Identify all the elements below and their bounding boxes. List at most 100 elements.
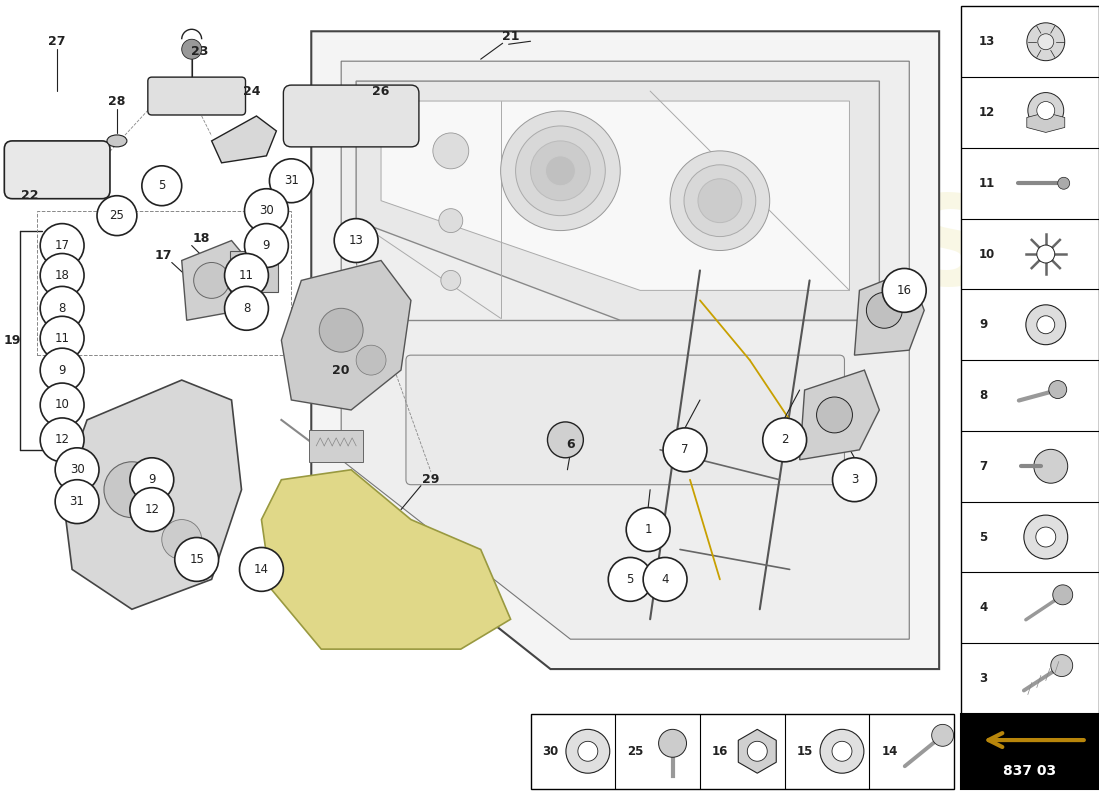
Polygon shape [282, 261, 411, 410]
Circle shape [224, 286, 268, 330]
Circle shape [1037, 34, 1054, 50]
Text: 12: 12 [144, 503, 159, 516]
Circle shape [832, 742, 851, 762]
FancyBboxPatch shape [961, 6, 1099, 714]
Circle shape [1027, 23, 1065, 61]
Circle shape [130, 488, 174, 531]
Circle shape [224, 254, 268, 298]
Circle shape [1034, 450, 1068, 483]
Ellipse shape [107, 135, 126, 147]
Circle shape [1048, 381, 1067, 398]
Text: 10: 10 [55, 398, 69, 411]
Circle shape [142, 166, 182, 206]
Circle shape [882, 269, 926, 312]
Text: 4: 4 [661, 573, 669, 586]
FancyBboxPatch shape [961, 716, 1099, 774]
FancyBboxPatch shape [530, 714, 954, 789]
Circle shape [55, 480, 99, 523]
Text: 2: 2 [781, 434, 789, 446]
Text: 12: 12 [55, 434, 69, 446]
Text: 8: 8 [243, 302, 250, 315]
Text: 13: 13 [349, 234, 364, 247]
Text: 27: 27 [48, 34, 66, 48]
Circle shape [548, 422, 583, 458]
Circle shape [1037, 102, 1055, 119]
Circle shape [244, 224, 288, 267]
Text: 4: 4 [979, 602, 988, 614]
Text: 31: 31 [284, 174, 299, 187]
Text: 22: 22 [22, 190, 38, 202]
Circle shape [41, 348, 84, 392]
FancyBboxPatch shape [309, 430, 363, 462]
Text: 9: 9 [58, 364, 66, 377]
Text: 17: 17 [155, 249, 173, 262]
Circle shape [500, 111, 620, 230]
Circle shape [1053, 585, 1072, 605]
Circle shape [175, 538, 219, 582]
Circle shape [578, 742, 597, 762]
Text: 11: 11 [239, 269, 254, 282]
Circle shape [433, 133, 469, 169]
Circle shape [104, 462, 160, 518]
Circle shape [55, 448, 99, 492]
Text: 5: 5 [627, 573, 634, 586]
Text: 15: 15 [796, 745, 813, 758]
Text: 9: 9 [979, 318, 988, 331]
Text: 7: 7 [681, 443, 689, 456]
Text: 16: 16 [712, 745, 728, 758]
Circle shape [644, 558, 688, 602]
Circle shape [356, 345, 386, 375]
Circle shape [41, 418, 84, 462]
Circle shape [162, 519, 201, 559]
Text: 18: 18 [55, 269, 69, 282]
Circle shape [867, 292, 902, 328]
Circle shape [608, 558, 652, 602]
Text: S: S [904, 190, 994, 311]
Circle shape [659, 730, 686, 758]
Text: 13: 13 [979, 35, 996, 48]
Text: 17: 17 [55, 239, 69, 252]
Circle shape [1036, 527, 1056, 547]
Circle shape [240, 547, 284, 591]
Text: 837 03: 837 03 [1003, 764, 1056, 778]
Circle shape [1037, 316, 1055, 334]
Text: 9: 9 [263, 239, 271, 252]
Circle shape [334, 218, 378, 262]
Circle shape [41, 316, 84, 360]
Circle shape [833, 458, 877, 502]
Circle shape [1058, 178, 1069, 190]
Text: 25: 25 [110, 209, 124, 222]
Text: 10: 10 [979, 247, 996, 261]
Polygon shape [800, 370, 879, 460]
Text: 28: 28 [108, 94, 125, 107]
Circle shape [41, 224, 84, 267]
Text: 25: 25 [627, 745, 644, 758]
Circle shape [821, 730, 864, 773]
Circle shape [663, 428, 707, 472]
Text: 30: 30 [69, 463, 85, 476]
Text: 985: 985 [700, 513, 859, 586]
Circle shape [565, 730, 609, 773]
Polygon shape [855, 270, 924, 355]
Circle shape [41, 286, 84, 330]
Polygon shape [211, 116, 276, 163]
Circle shape [747, 742, 767, 762]
Polygon shape [381, 101, 849, 290]
Circle shape [130, 458, 174, 502]
Polygon shape [311, 31, 939, 669]
Circle shape [41, 383, 84, 427]
Polygon shape [738, 730, 777, 773]
Text: 15: 15 [189, 553, 205, 566]
Circle shape [546, 156, 575, 186]
Text: 21: 21 [502, 30, 519, 42]
Text: 30: 30 [542, 745, 559, 758]
Circle shape [816, 397, 853, 433]
Text: 29: 29 [422, 474, 440, 486]
Text: 11: 11 [979, 177, 996, 190]
Circle shape [441, 270, 461, 290]
Circle shape [1024, 515, 1068, 559]
Text: 19: 19 [3, 334, 21, 346]
FancyBboxPatch shape [961, 714, 1099, 789]
Circle shape [684, 165, 756, 237]
Text: 31: 31 [69, 495, 85, 508]
